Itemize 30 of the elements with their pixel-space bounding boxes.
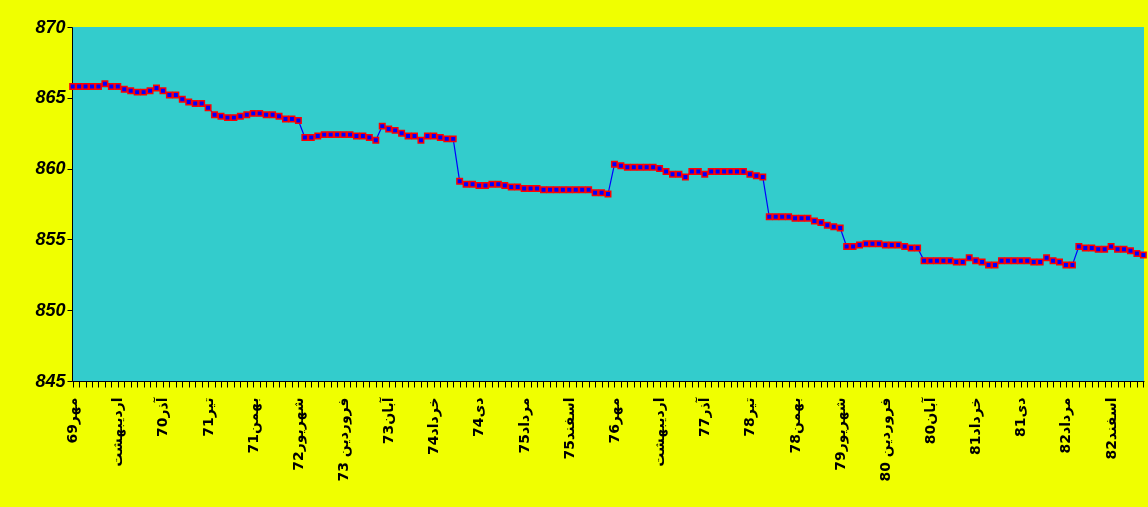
x-tick-label: خرداد81 (967, 397, 985, 455)
x-tick-label: اردیبهشت (109, 397, 127, 467)
x-tick-label: اسفند75 (560, 397, 577, 460)
x-tick-label: شهریور79 (831, 397, 849, 471)
x-tick-label: شهریور72 (289, 397, 307, 471)
x-tick-label: فروردین 80 (876, 397, 894, 482)
x-tick-label: مرداد75 (515, 397, 533, 454)
x-tick-label: دی74 (470, 397, 487, 437)
y-tick-label: 850 (35, 299, 66, 320)
y-tick-label: 870 (35, 16, 66, 37)
y-tick-label: 865 (35, 87, 67, 108)
y-tick-label: 855 (35, 228, 67, 249)
x-tick-label: تیر71 (199, 397, 217, 437)
x-tick-label: مهر76 (605, 397, 623, 444)
x-tick-label: آبان73 (379, 396, 397, 445)
x-tick-label: بهمن71 (244, 397, 262, 454)
x-tick-label: اردیبهشت (651, 397, 669, 467)
y-tick-label: 845 (35, 370, 67, 391)
x-tick-label: آذر70 (153, 396, 171, 438)
x-tick-label: اسفند82 (1102, 397, 1119, 460)
x-tick-label: تیر78 (741, 397, 759, 437)
x-tick-label: فروردین 73 (335, 397, 353, 482)
x-tick-label: خرداد74 (425, 397, 443, 455)
x-tick-label: مرداد82 (1057, 397, 1075, 454)
x-tick-label: آبان80 (921, 396, 938, 445)
x-tick-label: بهمن78 (786, 397, 804, 454)
x-tick-label: مهر69 (64, 397, 82, 444)
y-tick-label: 860 (35, 158, 66, 179)
x-tick-label: دی81 (1012, 397, 1029, 437)
x-tick-label: آذر77 (695, 396, 713, 438)
